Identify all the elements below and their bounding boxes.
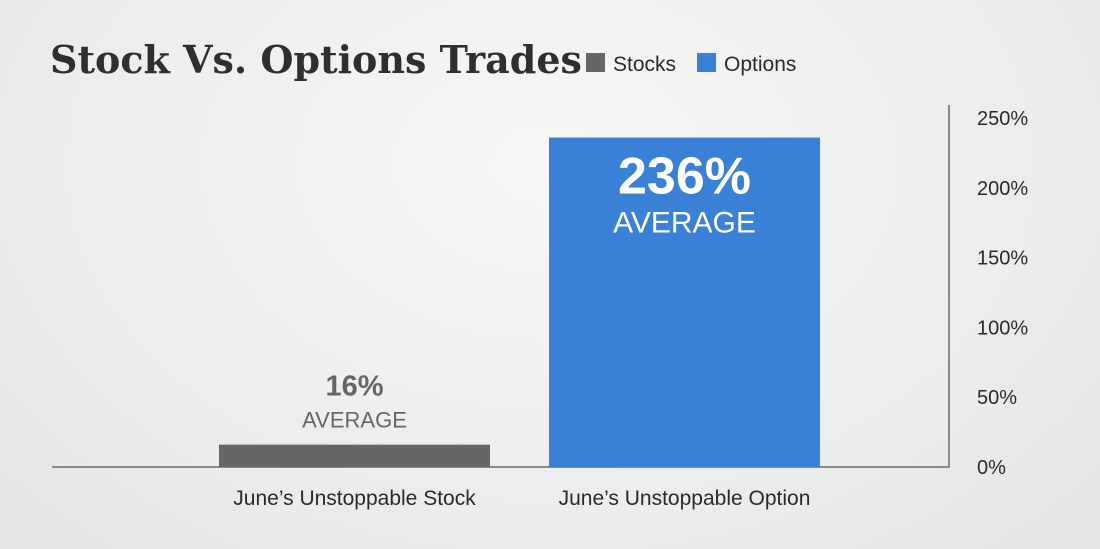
- x-category-label: June’s Unstoppable Stock: [233, 487, 476, 510]
- legend-swatch-options: [697, 53, 716, 72]
- y-tick-label: 100%: [977, 317, 1028, 339]
- value-sublabel: AVERAGE: [613, 207, 756, 240]
- y-tick-label: 50%: [977, 387, 1017, 409]
- y-tick-label: 250%: [977, 108, 1028, 130]
- y-tick-label: 0%: [977, 457, 1006, 479]
- y-tick-label: 150%: [977, 248, 1028, 270]
- legend: Stocks Options: [586, 53, 796, 76]
- value-label: 16%: [325, 371, 383, 403]
- x-category-label: June’s Unstoppable Option: [559, 487, 811, 510]
- y-tick-label: 200%: [977, 178, 1028, 200]
- chart-title: Stock Vs. Options Trades: [50, 37, 582, 82]
- legend-swatch-stocks: [586, 53, 605, 72]
- bar-stocks: [219, 444, 490, 467]
- value-label: 236%: [618, 148, 751, 206]
- legend-label-stocks: Stocks: [613, 53, 676, 76]
- bar-options: [549, 137, 820, 467]
- value-sublabel: AVERAGE: [302, 408, 407, 433]
- plot-area: 0% 50% 100% 150% 200% 250% 16% AVERAGE June’s Un…: [52, 105, 1028, 510]
- legend-label-options: Options: [724, 53, 796, 76]
